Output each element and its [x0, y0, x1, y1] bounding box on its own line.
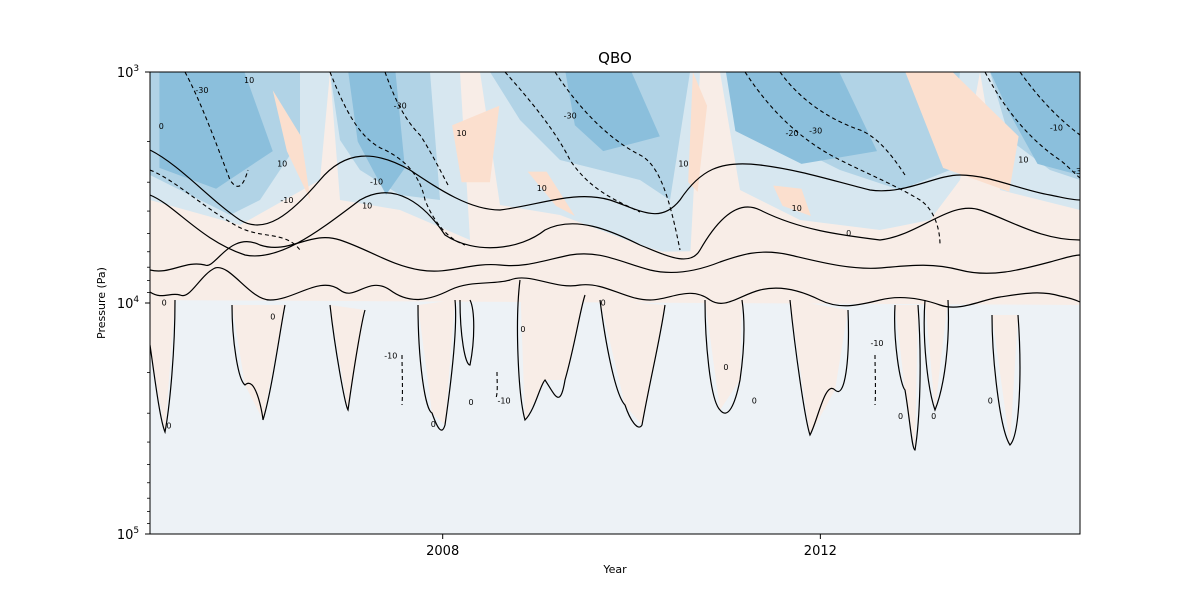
contour-label: 10 [244, 76, 254, 85]
contour-line [991, 314, 1021, 446]
contour-line [417, 299, 457, 431]
x-axis: 2008 2012 [426, 534, 837, 559]
y-tick-label: 103 [117, 64, 139, 81]
contour-label: 0 [159, 122, 164, 131]
contour-label: 10 [792, 204, 802, 213]
contour-line [150, 299, 176, 435]
contour-region-10 [905, 72, 1019, 192]
contour-label: 10 [277, 159, 287, 168]
contour-label: -30 [195, 86, 208, 95]
contour-label: 0 [520, 325, 525, 334]
contour-label: 10 [537, 184, 547, 193]
contour-line [923, 299, 950, 412]
y-tick-label: 105 [117, 526, 139, 543]
contour-label: 0 [931, 412, 936, 421]
contour-line [744, 72, 941, 246]
contour-region-7 [527, 171, 575, 216]
contour-line [789, 299, 850, 437]
contour-line [329, 72, 466, 246]
contour-line [459, 299, 475, 366]
contour-tongue-9 [925, 300, 948, 410]
contour-region-0 [159, 72, 273, 189]
contour-line [231, 304, 286, 421]
contour-tongue-10 [992, 315, 1018, 445]
contour-label: -20 [785, 129, 798, 138]
contour-label: 10 [678, 159, 688, 168]
contour-line [554, 72, 681, 251]
contour-label: -30 [564, 111, 577, 120]
contour-line [150, 267, 1080, 308]
x-axis-label: Year [602, 563, 627, 576]
contour-label: -10 [370, 178, 383, 187]
contour-label: 0 [601, 299, 606, 308]
contour-tongue-6 [705, 300, 742, 410]
contour-region-4 [990, 72, 1080, 176]
contour-label: -30 [394, 101, 407, 110]
contour-line [184, 72, 249, 187]
contour-region-2 [565, 72, 660, 152]
contour-label: -10 [498, 396, 511, 405]
band-0-mid [150, 245, 1080, 305]
contour-label: 10 [456, 129, 466, 138]
y-axis-label: Pressure (Pa) [95, 267, 108, 339]
contour-label: 0 [752, 396, 757, 405]
contour-label: 0 [468, 398, 473, 407]
contour-line [329, 304, 366, 412]
x-tick-label: 2012 [804, 544, 837, 559]
contour-label: -10 [1050, 124, 1063, 133]
contour-label: 10 [1018, 155, 1028, 164]
contour-tongue-7 [790, 300, 848, 435]
contour-label: 10 [362, 201, 372, 210]
contour-label: 0 [166, 421, 171, 430]
contour-line [150, 192, 1080, 260]
contour-label: -3 [1073, 167, 1081, 176]
contour-line [504, 72, 641, 213]
contour-line [1019, 72, 1080, 136]
contour-line [384, 72, 449, 186]
contour-label: -10 [280, 196, 293, 205]
contour-label: -30 [809, 126, 822, 135]
contour-label: 0 [723, 363, 728, 372]
contour-region-9 [773, 185, 811, 216]
contour-label: 0 [988, 396, 993, 405]
contour-label: 0 [846, 229, 851, 238]
x-tick-label: 2008 [426, 544, 459, 559]
contour-line [150, 169, 301, 251]
contour-lines-dashed [150, 72, 1080, 406]
contour-label: 0 [270, 313, 275, 322]
contour-label: -10 [384, 352, 397, 361]
contour-tongue-1 [232, 305, 285, 420]
contour-region-8 [688, 72, 708, 192]
contour-tongue-4 [520, 280, 585, 420]
contour-line [704, 299, 745, 414]
contour-line [894, 304, 921, 451]
contour-line [516, 279, 586, 422]
y-tick-label: 104 [117, 295, 140, 312]
contour-tongue-3 [418, 300, 455, 425]
contour-region-5 [272, 90, 311, 201]
contour-region-3 [725, 72, 878, 164]
contour-region-6 [452, 105, 500, 183]
contour-line [150, 237, 1080, 274]
contour-region-1 [348, 72, 405, 195]
contour-fills [150, 72, 1080, 534]
contour-tongue-2 [330, 305, 365, 410]
y-axis: 103 104 105 [117, 64, 150, 543]
chart-title: QBO [598, 49, 632, 67]
contour-label: 0 [898, 412, 903, 421]
contour-tongue-0 [150, 300, 175, 432]
contour-line [984, 72, 1080, 179]
contour-label: 0 [162, 299, 167, 308]
contour-line [779, 72, 906, 176]
contour-label: 0 [431, 420, 436, 429]
contour-tongue-8 [895, 305, 918, 450]
contour-line [599, 299, 666, 428]
contour-label: -10 [870, 339, 883, 348]
contour-line [495, 371, 498, 399]
contour-tongue-5 [600, 300, 665, 425]
